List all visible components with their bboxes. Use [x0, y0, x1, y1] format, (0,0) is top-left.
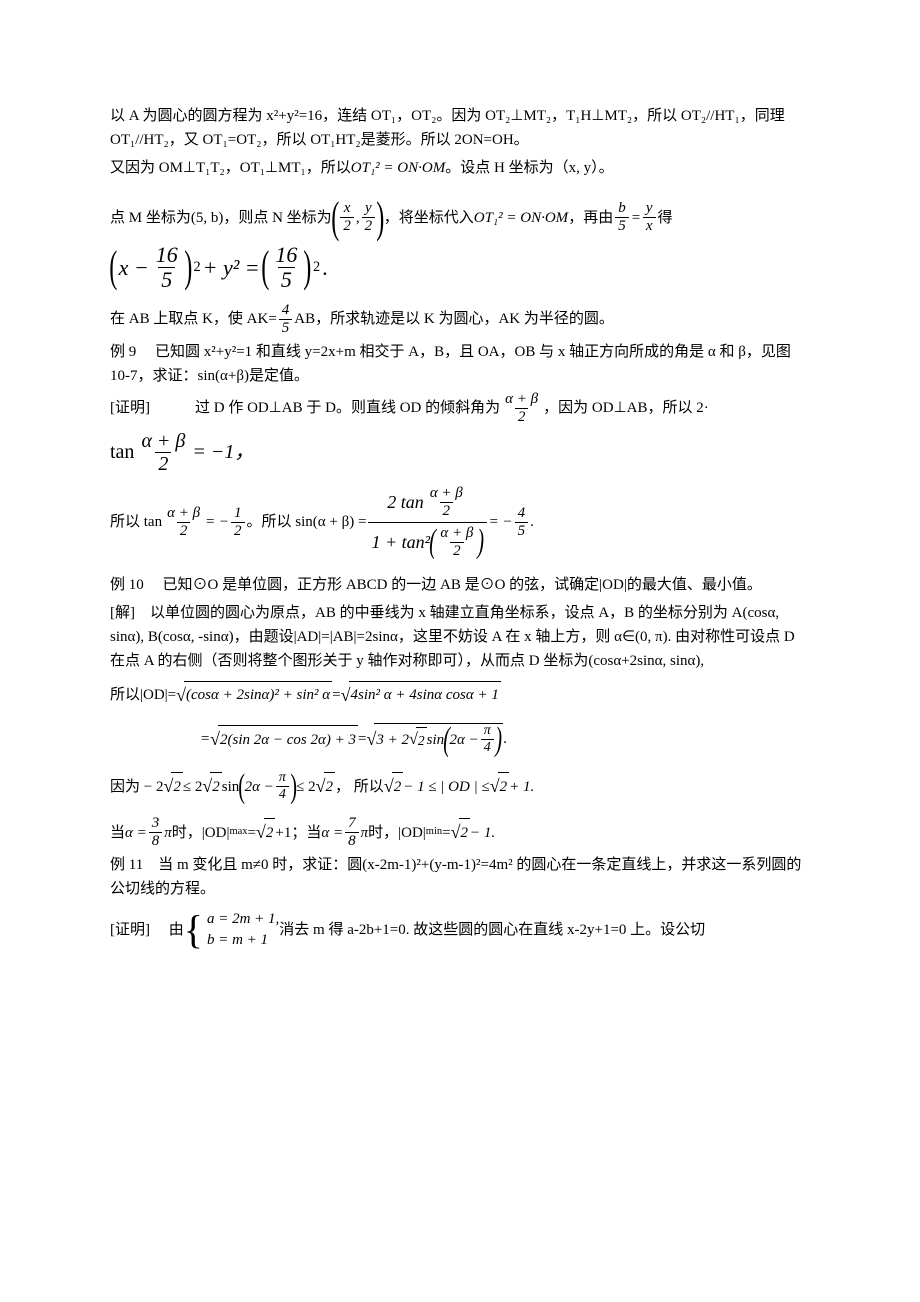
sq1: 2 [193, 256, 200, 279]
proof-3: [证明] 由 { a = 2m + 1, b = m + 1 消去 m 得 a-… [110, 909, 810, 951]
lbrace-icon: { [184, 920, 203, 940]
document-page: 以 A 为圆心的圆方程为 x²+y²=16，连结 OT₁，OT₂。因为 OT₂⊥… [0, 0, 920, 1302]
od-pre: 所以|OD|= [110, 683, 176, 707]
proof1-pre: [证明] 过 D 作 OD⊥AB 于 D。则直线 OD 的倾斜角为 [110, 396, 500, 420]
eqsign: = − [205, 510, 229, 534]
equation-1: ( x − 16 5 ) 2 + y² = ( 16 5 ) 2 . [110, 244, 810, 291]
para2-post: 。设点 H 坐标为（x, y）。 [445, 156, 613, 180]
example-10b: [解] 以单位圆的圆心为原点，AB 的中垂线为 x 轴建立直角坐标系，设点 A，… [110, 601, 810, 673]
od2pre: = [200, 727, 210, 751]
proof-1: [证明] 过 D 作 OD⊥AB 于 D。则直线 OD 的倾斜角为 α + β … [110, 392, 810, 425]
eq2: = [358, 727, 366, 751]
comma: , [356, 206, 360, 230]
xminus: x − [119, 250, 149, 285]
para3-eq: OT₁² = ON·OM [474, 206, 568, 230]
proof3-post: 消去 m 得 a-2b+1=0. 故这些圆的圆心在直线 x-2y+1=0 上。设… [279, 918, 705, 942]
big-frac: 2 tan α + β 2 1 + tan² ( α + β 2 ) [368, 486, 486, 559]
para2-math: OT₁² = ON·OM [351, 156, 445, 180]
example-9: 例 9 已知圆 x²+y²=1 和直线 y=2x+m 相交于 A，B，且 OA，… [110, 340, 810, 388]
frac-y2: y 2 [362, 201, 376, 234]
para3-mid: ，将坐标代入 [384, 206, 474, 230]
sqrt4: 3 + 2 2 sin ( 2α − π 4 ) [366, 723, 503, 755]
cases: a = 2m + 1, b = m + 1 [207, 909, 279, 951]
eqm1: = −1， [192, 436, 254, 468]
rpre: 因为 − 2 [110, 775, 163, 799]
rparen: ) [376, 198, 384, 238]
paragraph-3: 点 M 坐标为(5, b)，则点 N 坐标为 ( x 2 , y 2 ) ，将坐… [110, 198, 810, 238]
para4-pre: 在 AB 上取点 K，使 AK= [110, 307, 277, 331]
sq2: 2 [313, 256, 320, 279]
paragraph-1: 以 A 为圆心的圆方程为 x²+y²=16，连结 OT₁，OT₂。因为 OT₂⊥… [110, 104, 810, 152]
frac-1-2: 1 2 [231, 506, 245, 539]
range-line: 因为 − 2 2 ≤ 2 2 sin ( 2α − π 4 ) ≤ 2 2 ， … [110, 771, 810, 802]
paragraph-4: 在 AB 上取点 K，使 AK= 4 5 AB，所求轨迹是以 K 为圆心，AK … [110, 303, 810, 336]
frac-16-5b: 16 5 [272, 244, 300, 291]
proof2-pre: 所以 tan [110, 510, 162, 534]
proof3-pre: [证明] 由 [110, 918, 184, 942]
eq-sign: = [631, 206, 641, 230]
frac-ab2c: α + β 2 [164, 506, 203, 539]
example-11: 例 11 当 m 变化且 m≠0 时，求证：圆(x-2m-1)²+(y-m-1)… [110, 853, 810, 901]
proof1-post: ，因为 OD⊥AB，所以 2· [543, 396, 709, 420]
period: . [322, 250, 328, 285]
sqrt1: (cosα + 2sinα)² + sin² α [176, 681, 332, 710]
frac-7-8: 7 8 [345, 816, 359, 849]
example-10a: 例 10 已知⊙O 是单位圆，正方形 ABCD 的一边 AB 是⊙O 的弦，试确… [110, 573, 810, 597]
lp: ( [109, 247, 117, 287]
frac-yx: y x [643, 201, 656, 234]
para2-pre: 又因为 OM⊥T₁T₂，OT₁⊥MT₁，所以 [110, 156, 351, 180]
frac-ab2b: α + β 2 [138, 431, 188, 474]
paragraph-2: 又因为 OM⊥T₁T₂，OT₁⊥MT₁，所以 OT₁² = ON·OM 。设点 … [110, 156, 810, 180]
lp2: ( [261, 247, 269, 287]
odper: . [503, 727, 507, 751]
frac-3-8: 3 8 [149, 816, 163, 849]
frac-b5: b 5 [615, 201, 629, 234]
eq1: = [332, 683, 340, 707]
proof-2: 所以 tan α + β 2 = − 1 2 。所以 sin(α + β) = … [110, 486, 810, 559]
period2: . [530, 510, 534, 534]
para3-post: 得 [658, 206, 673, 230]
eqfin: = − [489, 510, 513, 534]
frac-4-5b: 4 5 [515, 506, 529, 539]
when-line: 当 α = 3 8 π 时，|OD|max = 2 +1；当 α = 7 8 π… [110, 816, 810, 849]
od-line2: = 2(sin 2α − cos 2α) + 3 = 3 + 2 2 sin (… [200, 723, 810, 755]
rp2: ) [304, 247, 312, 287]
frac-16-5a: 16 5 [153, 244, 181, 291]
tan: tan [110, 436, 134, 468]
proof2-mid: 。所以 sin(α + β) = [247, 510, 367, 534]
sqrt3: 2(sin 2α − cos 2α) + 3 [210, 725, 358, 754]
lparen: ( [331, 198, 339, 238]
frac-ab2: α + β 2 [502, 392, 541, 425]
para3-mid2: ，再由 [568, 206, 613, 230]
sqrt2: 4sin² α + 4sinα cosα + 1 [341, 681, 501, 710]
plusy2: + y² = [203, 250, 260, 285]
rp: ) [184, 247, 192, 287]
od-line1: 所以|OD|= (cosα + 2sinα)² + sin² α = 4sin²… [110, 681, 810, 710]
para3-pre: 点 M 坐标为(5, b)，则点 N 坐标为 [110, 206, 332, 230]
para4-post: AB，所求轨迹是以 K 为圆心，AK 为半径的圆。 [294, 307, 614, 331]
frac-4-5: 4 5 [279, 303, 293, 336]
proof-1b: tan α + β 2 = −1， [110, 431, 810, 474]
frac-x2: x 2 [340, 201, 354, 234]
